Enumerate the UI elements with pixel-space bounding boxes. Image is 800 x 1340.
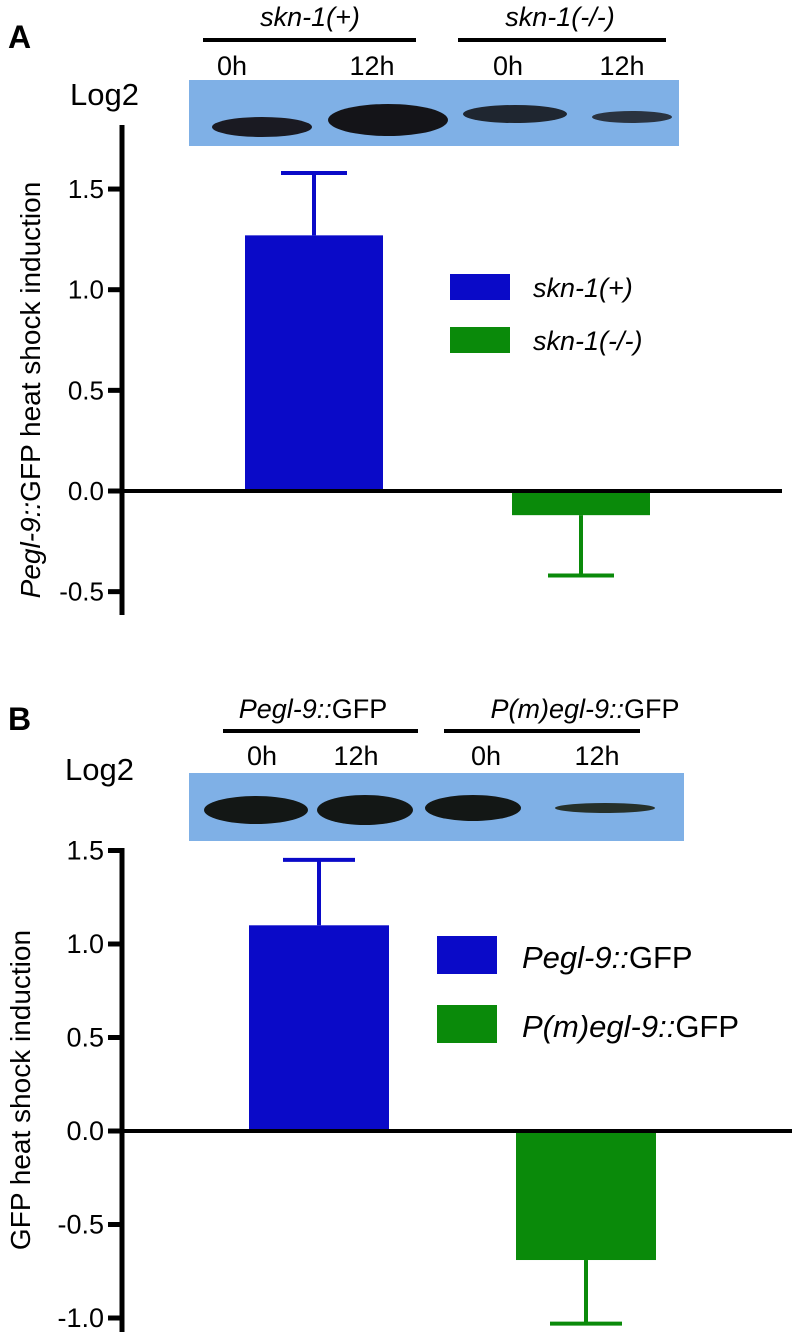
legend-label: P(m)egl-9::GFP [522,1009,739,1044]
legend-swatch [450,274,510,300]
blot-group-label: skn-1(-/-) [505,2,615,32]
bar [512,491,650,516]
bar [516,1131,656,1261]
blot-band [592,111,672,123]
bar-chart: 1.5 1.0 0.5 0.0 -0.5 [59,125,782,615]
legend: skn-1(+) skn-1(-/-) [450,273,643,356]
y-tick-label: 1.5 [68,174,104,204]
y-tick-label: -0.5 [59,577,104,607]
y-tick-label: -1.0 [57,1303,104,1333]
blot-lane-label: 0h [471,741,501,771]
panel-letter: B [8,701,31,737]
y-tick-label: 1.5 [66,836,104,866]
blot-band [212,117,312,137]
bar-chart: 1.5 1.0 0.5 0.0 -0.5 -1.0 [57,836,792,1333]
blot-lane-label: 12h [599,51,644,81]
blot-band [317,795,413,825]
blot-lane-label: 12h [349,51,394,81]
legend: Pegl-9::GFP P(m)egl-9::GFP [437,936,739,1044]
legend-label: Pegl-9::GFP [522,940,693,975]
blot-band [328,104,448,136]
bar [249,925,389,1131]
blot-band [555,803,655,813]
blot-lane-label: 0h [493,51,523,81]
blot-band [425,795,521,821]
legend-swatch [437,936,497,974]
panel-a: A skn-1(+) skn-1(-/-) 0h 12h 0h 12h Log2… [8,2,782,615]
legend-swatch [437,1005,497,1043]
y-tick-label: 1.0 [66,929,104,959]
blot-group-label: Pegl-9::GFP [239,694,388,724]
blot-group-label: skn-1(+) [260,2,360,32]
blot-lane-label: 12h [333,741,378,771]
log-label: Log2 [65,752,134,787]
y-tick-label: 0.0 [68,476,104,506]
y-tick-label: 1.0 [68,275,104,305]
panel-b: B Pegl-9::GFP P(m)egl-9::GFP 0h 12h 0h 1… [5,694,792,1333]
panel-letter: A [8,19,31,55]
western-blot-image [189,80,679,146]
blot-group-label: P(m)egl-9::GFP [490,694,679,724]
y-axis-label: Pegl-9::GFP heat shock induction [15,182,46,599]
y-tick-label: -0.5 [57,1210,104,1240]
legend-swatch [450,327,510,353]
legend-label: skn-1(-/-) [533,326,643,356]
y-tick-label: 0.5 [68,375,104,405]
y-tick-label: 0.0 [66,1116,104,1146]
blot-lane-label: 12h [574,741,619,771]
log-label: Log2 [70,77,139,112]
blot-band [204,796,308,824]
legend-label: skn-1(+) [533,273,633,303]
western-blot-image [189,773,684,841]
y-tick-label: 0.5 [66,1023,104,1053]
blot-lane-label: 0h [247,741,277,771]
blot-band [463,105,567,123]
blot-lane-label: 0h [217,51,247,81]
bar [245,235,383,491]
y-axis-label: GFP heat shock induction [5,930,36,1250]
